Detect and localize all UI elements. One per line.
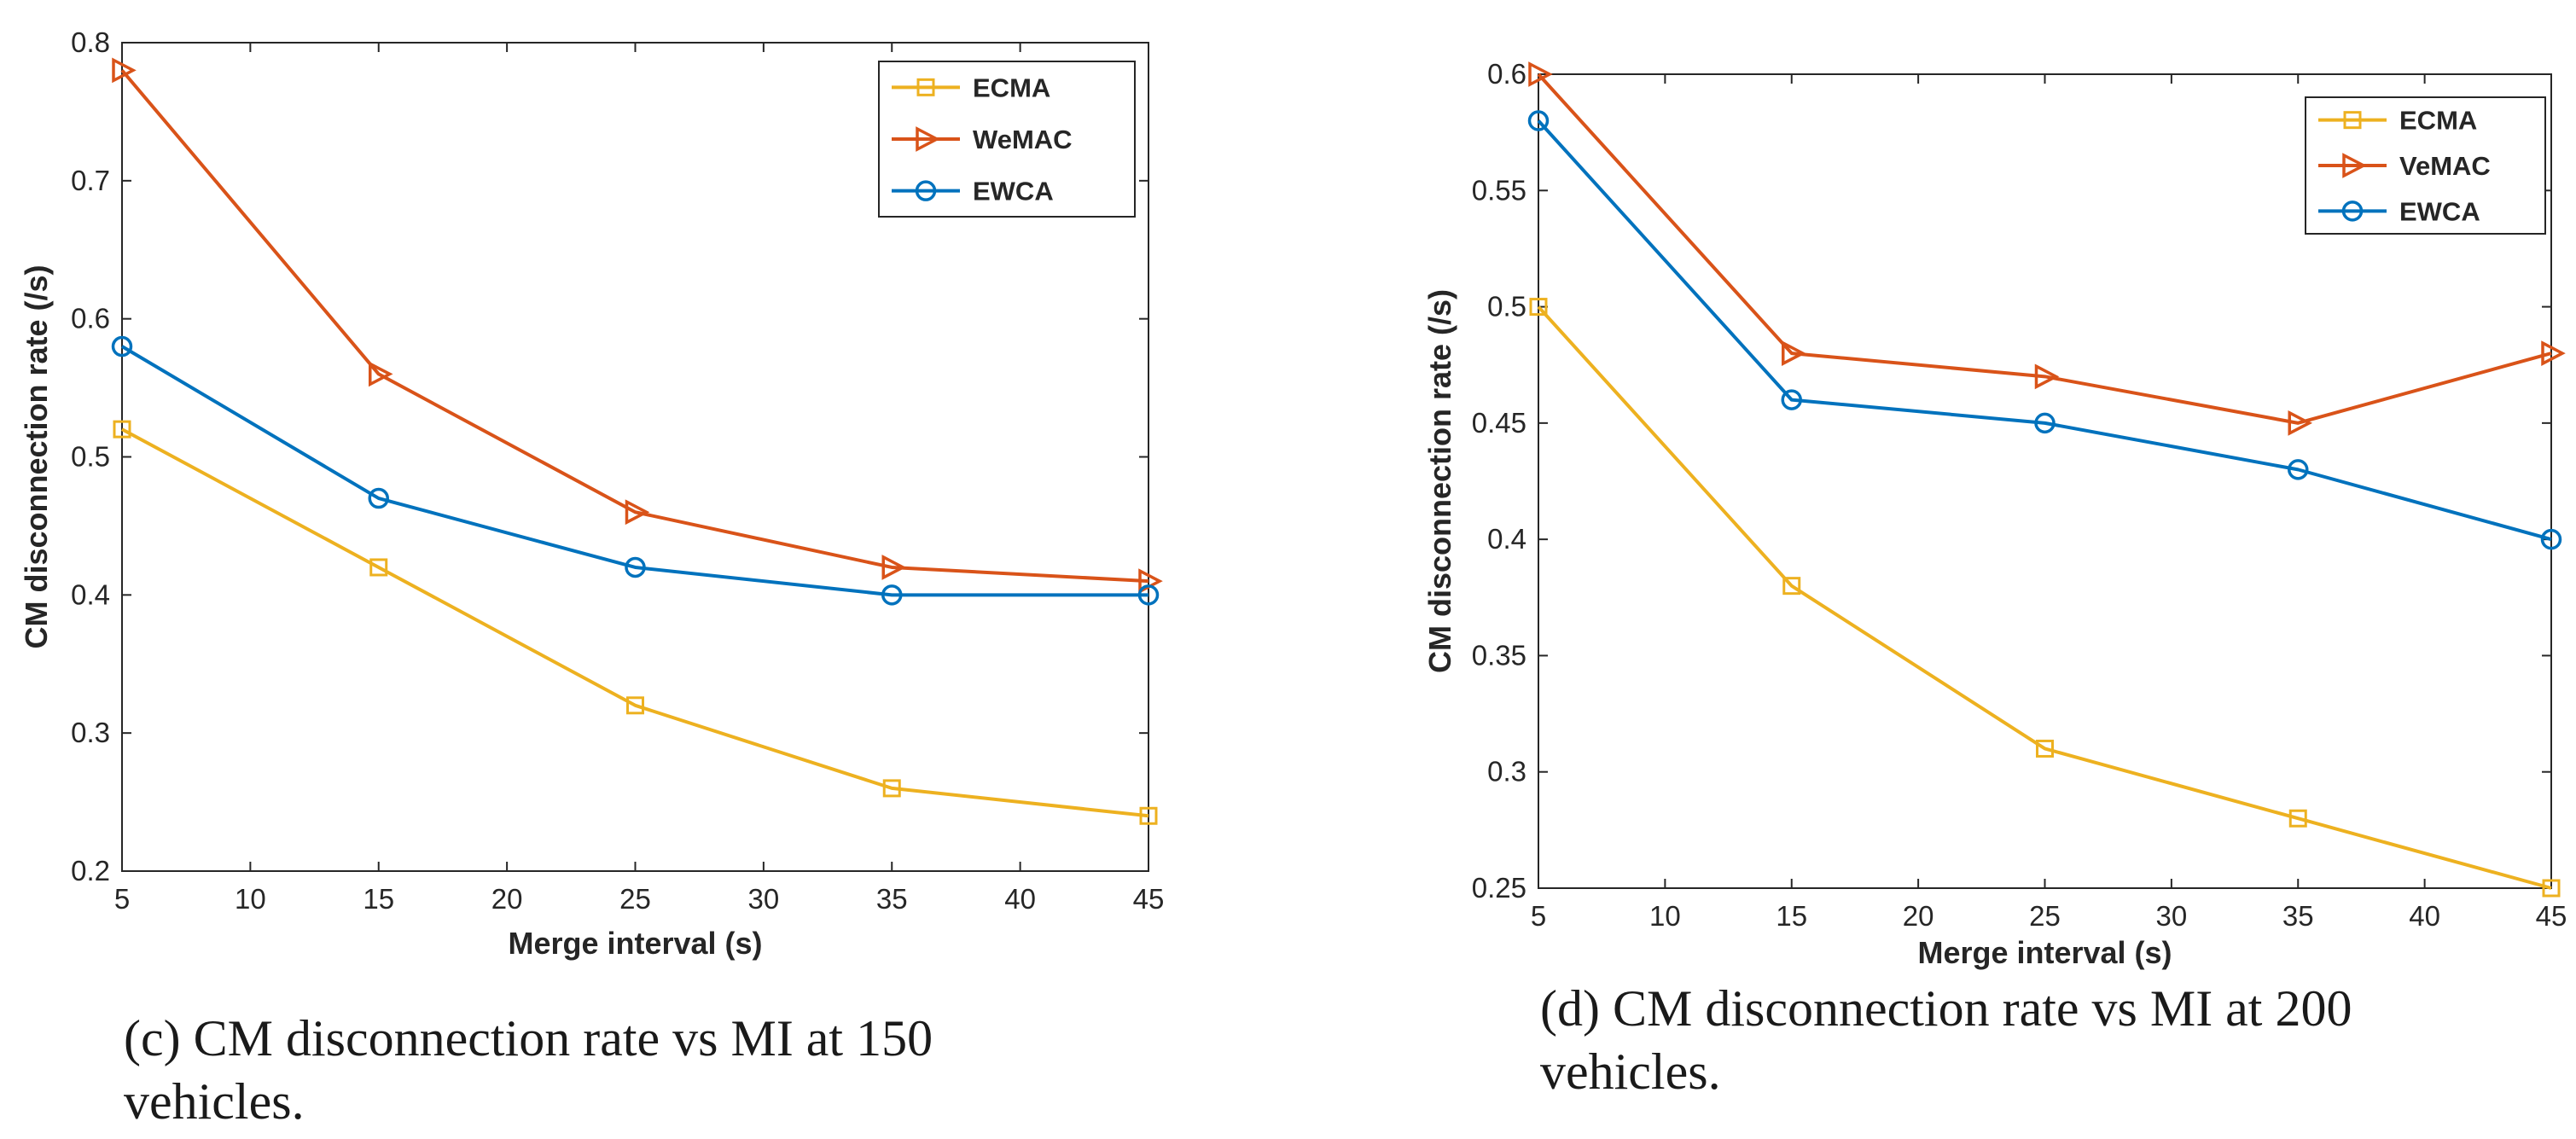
data-point-ecma-c — [882, 779, 901, 798]
series-line-ecma-c — [121, 427, 1149, 818]
x-tick-label-c: 15 — [363, 883, 394, 915]
legend-marker-ecma-c — [916, 78, 935, 96]
data-point-ewca-c — [368, 487, 389, 509]
legend-label-ecma-c: ECMA — [973, 73, 1050, 102]
caption-c-line1: (c) CM disconnection rate vs MI at 150 — [124, 1010, 933, 1066]
y-axis-label-c: CM disconnection rate (/s) — [19, 264, 54, 648]
data-point-wemac-c — [112, 57, 137, 84]
series-line-wemac-c — [120, 69, 1149, 584]
y-tick-label-c: 0.5 — [71, 441, 110, 473]
x-tick-label-c: 5 — [114, 883, 130, 915]
data-point-ewca-c — [111, 335, 133, 357]
x-axis-label-c: Merge interval (s) — [508, 926, 762, 961]
legend-marker-ewca-c — [915, 180, 937, 201]
x-tick-label-c: 20 — [491, 883, 523, 915]
x-tick-label-c: 30 — [748, 883, 780, 915]
y-tick-label-c: 0.3 — [71, 717, 110, 748]
caption-d-line2: vehicles. — [1540, 1043, 1721, 1100]
y-tick-label-c: 0.7 — [71, 165, 110, 196]
x-tick-label-c: 40 — [1004, 883, 1036, 915]
legend-label-ewca-c: EWCA — [973, 177, 1054, 206]
data-point-ecma-c — [113, 420, 131, 439]
y-tick-label-c: 0.2 — [71, 855, 110, 886]
data-point-ecma-c — [369, 558, 388, 577]
data-point-wemac-c — [881, 555, 907, 580]
x-tick-label-c: 35 — [876, 883, 908, 915]
data-point-ecma-c — [626, 696, 644, 715]
y-tick-label-c: 0.6 — [71, 303, 110, 334]
caption-d: (d) CM disconnection rate vs MI at 200 v… — [1540, 977, 2564, 1103]
x-tick-label-c: 25 — [619, 883, 651, 915]
data-point-wemac-c — [369, 361, 393, 387]
data-point-ewca-c — [1137, 584, 1160, 606]
legend-marker-wemac-c — [916, 126, 940, 152]
x-tick-label-c: 45 — [1133, 883, 1165, 915]
caption-c-line2: vehicles. — [124, 1073, 305, 1130]
legend-label-wemac-c: WeMAC — [973, 125, 1073, 154]
y-tick-label-c: 0.8 — [71, 26, 110, 58]
y-tick-label-c: 0.4 — [71, 578, 110, 610]
data-point-ecma-c — [1139, 806, 1158, 825]
data-point-ewca-c — [625, 556, 646, 578]
data-point-wemac-c — [625, 499, 650, 526]
caption-d-line1: (d) CM disconnection rate vs MI at 200 — [1540, 980, 2352, 1037]
series-line-ewca-c — [120, 345, 1148, 597]
data-point-ewca-c — [881, 584, 903, 606]
x-tick-label-c: 10 — [235, 883, 266, 915]
caption-c: (c) CM disconnection rate vs MI at 150 v… — [124, 1007, 1148, 1133]
